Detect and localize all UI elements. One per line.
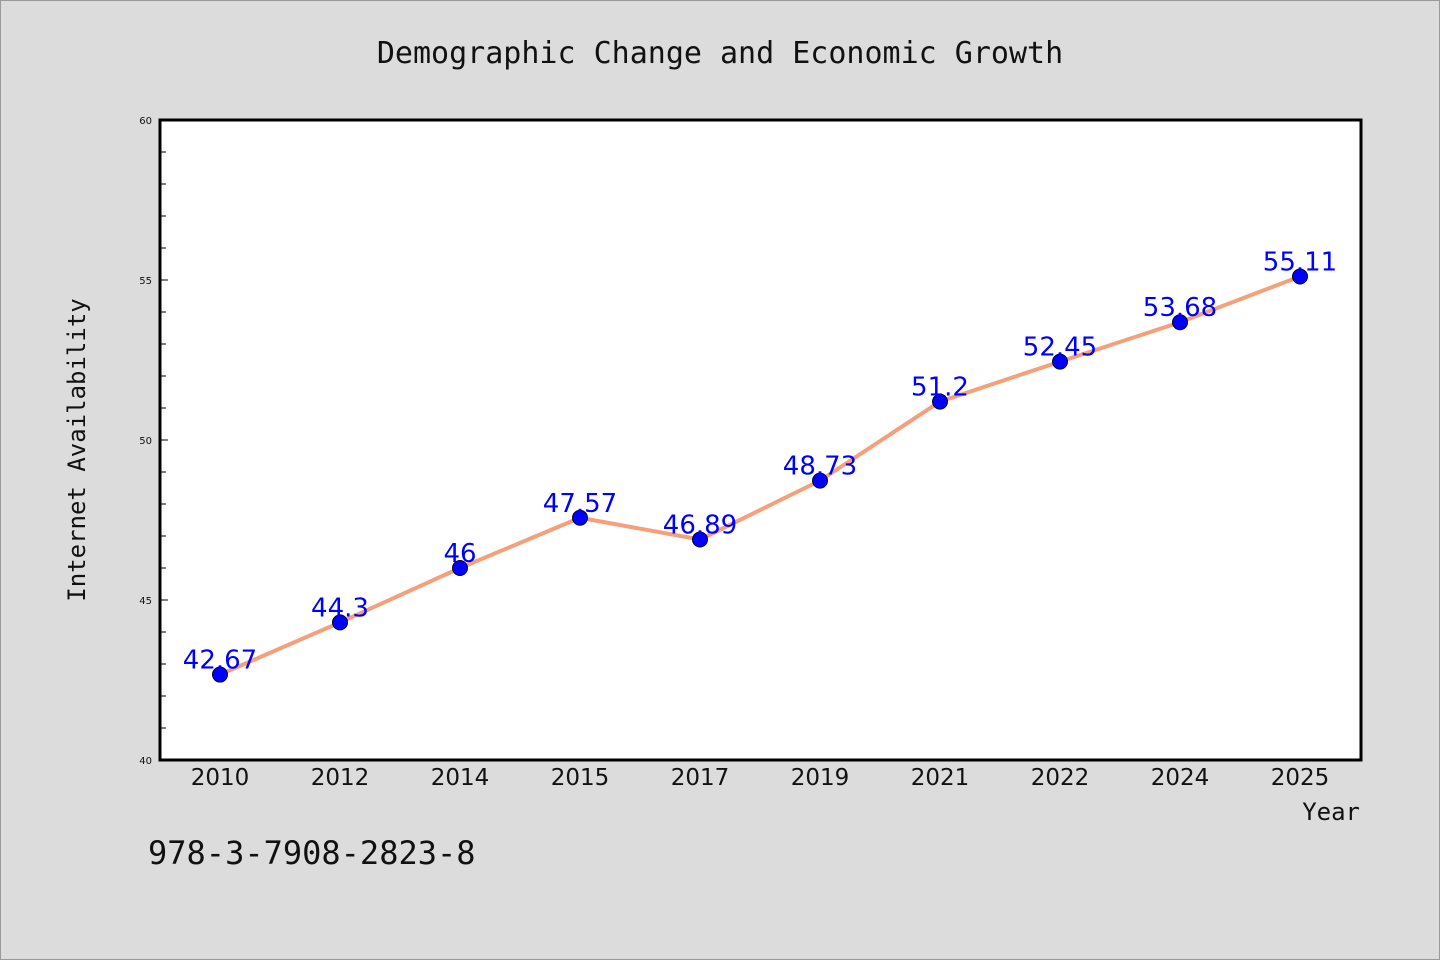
data-point [212, 666, 228, 683]
data-label: 48.73 [783, 452, 857, 482]
data-label: 47.57 [543, 489, 617, 519]
x-tick-label: 2010 [191, 765, 250, 791]
data-label: 46.89 [663, 511, 737, 541]
x-axis: 2010 2012 2014 2015 2017 2019 2021 2022 2024 2025 [191, 765, 1330, 791]
data-point [452, 560, 468, 576]
x-tick-label: 2024 [1151, 765, 1210, 791]
series-line [218, 274, 1302, 677]
y-tick-label: 60 [139, 116, 152, 127]
data-label: 53.68 [1143, 293, 1217, 323]
chart-title: Demographic Change and Economic Growth [377, 36, 1063, 71]
x-tick-label: 2014 [431, 765, 490, 791]
data-label: 52.45 [1023, 333, 1097, 363]
x-tick-label: 2022 [1031, 765, 1090, 791]
y-tick-label: 55 [139, 276, 152, 287]
isbn-footer-text: 978-3-7908-2823-8 [148, 834, 476, 872]
y-axis-label: Internet Availability [63, 298, 91, 601]
data-point [932, 393, 948, 410]
data-point [812, 472, 828, 489]
data-point [1292, 268, 1308, 285]
x-tick-label: 2019 [791, 765, 850, 791]
data-label: 46 [443, 539, 476, 569]
y-axis: 40 45 50 55 60 [139, 116, 168, 767]
x-axis-label: Year [1302, 798, 1360, 826]
x-tick-label: 2012 [311, 765, 370, 791]
y-tick-label: 45 [139, 596, 152, 607]
x-tick-label: 2015 [551, 765, 610, 791]
data-point [332, 614, 348, 631]
data-label: 42.67 [183, 646, 257, 676]
plot-area [158, 118, 1363, 762]
y-tick-label: 50 [139, 436, 152, 447]
y-tick-label: 40 [139, 756, 152, 767]
x-tick-label: 2017 [671, 765, 730, 791]
data-point [692, 531, 708, 548]
x-tick-label: 2021 [911, 765, 970, 791]
series-layer: 42.67 44.3 46 47.57 46.89 48.73 51.2 52.45 53.68… [183, 247, 1337, 683]
data-label: 51.2 [911, 373, 969, 403]
data-point [1172, 314, 1188, 331]
data-label: 55.11 [1263, 247, 1337, 277]
data-label: 44.3 [311, 593, 369, 623]
x-tick-label: 2025 [1271, 765, 1330, 791]
data-point [1052, 353, 1068, 370]
data-point [572, 509, 588, 526]
